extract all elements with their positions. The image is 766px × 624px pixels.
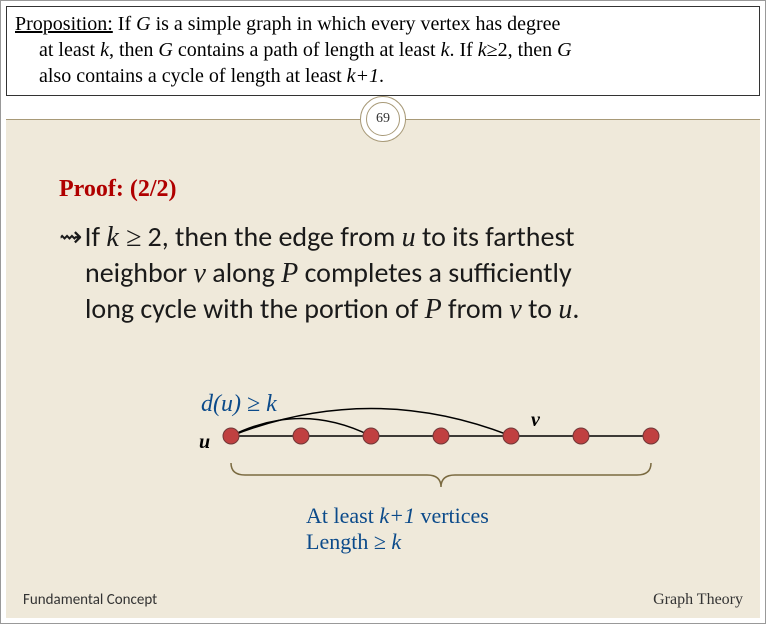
proof-text: to its farthest xyxy=(416,219,575,254)
proposition-label: Proposition: xyxy=(15,13,113,35)
prop-text: 2, then xyxy=(498,39,557,61)
vertices-annotation: At least k+1 vertices xyxy=(306,503,489,529)
var-k: k xyxy=(100,39,109,61)
prop-text: If xyxy=(113,13,136,35)
path-diagram: d(u) ≥ k u v At least k+1 vertices Lengt… xyxy=(171,391,691,551)
proof-text: along xyxy=(206,255,281,290)
page-badge: 69 xyxy=(360,96,406,142)
proof-text: from xyxy=(442,291,510,326)
prop-line2: at least k, then G contains a path of le… xyxy=(39,37,751,63)
proof-text: to xyxy=(522,291,559,326)
var-G: G xyxy=(158,39,172,61)
u-label: u xyxy=(199,431,210,454)
ann-text: Length xyxy=(306,529,374,554)
ann-var: k+1 xyxy=(379,503,415,528)
ann-geq: ≥ xyxy=(374,529,386,554)
var-k1: k+1 xyxy=(347,65,379,87)
proof-text: completes a sufficiently xyxy=(298,255,571,290)
badge-outer-ring: 69 xyxy=(360,96,406,142)
geq: ≥ xyxy=(126,222,141,253)
var-u: u xyxy=(402,222,416,253)
v-label: v xyxy=(531,409,540,432)
footer-left: Fundamental Concept xyxy=(23,591,157,609)
prop-text: . xyxy=(379,65,384,87)
length-annotation: Length ≥ k xyxy=(306,529,401,555)
var-G: G xyxy=(557,39,571,61)
proof-text: neighbor xyxy=(85,255,194,290)
prop-text: is a simple graph in which every vertex … xyxy=(151,13,561,35)
ann-var: k xyxy=(386,529,401,554)
var-G: G xyxy=(136,13,150,35)
var-v: v xyxy=(194,258,206,289)
proof-line3: long cycle with the portion of P from v … xyxy=(85,291,725,327)
ann-text: vertices xyxy=(415,503,489,528)
prop-text: , then xyxy=(109,39,158,61)
ann-text: At least xyxy=(306,503,379,528)
footer-right: Graph Theory xyxy=(653,591,743,609)
proof-text: . xyxy=(572,291,579,326)
prop-text: at least xyxy=(39,39,100,61)
proposition-box: Proposition: If G is a simple graph in w… xyxy=(6,6,760,96)
degree-label: d(u) ≥ k xyxy=(201,391,277,418)
prop-line3: also contains a cycle of length at least… xyxy=(39,63,751,89)
proof-heading: Proof: (2/2) xyxy=(59,176,177,203)
geq: ≥ xyxy=(487,39,498,61)
var-P: P xyxy=(425,294,442,325)
proof-line2: neighbor v along P completes a sufficien… xyxy=(85,255,725,291)
proof-text: If xyxy=(84,219,106,254)
prop-text: also contains a cycle of length at least xyxy=(39,65,347,87)
var-k: k xyxy=(106,222,125,253)
prop-text: contains a path of length at least xyxy=(173,39,441,61)
page-number: 69 xyxy=(366,102,400,136)
var-k: k xyxy=(478,39,487,61)
var-u: u xyxy=(558,294,572,325)
proof-text: 2, then the edge from xyxy=(141,219,401,254)
var-P: P xyxy=(281,258,298,289)
slide: Proposition: If G is a simple graph in w… xyxy=(0,0,766,624)
bullet-icon: ⇝ xyxy=(59,222,82,253)
proof-body: ⇝If k ≥ 2, then the edge from u to its f… xyxy=(59,219,725,327)
prop-text: . If xyxy=(449,39,477,61)
var-v: v xyxy=(509,294,521,325)
proof-text: long cycle with the portion of xyxy=(85,291,425,326)
